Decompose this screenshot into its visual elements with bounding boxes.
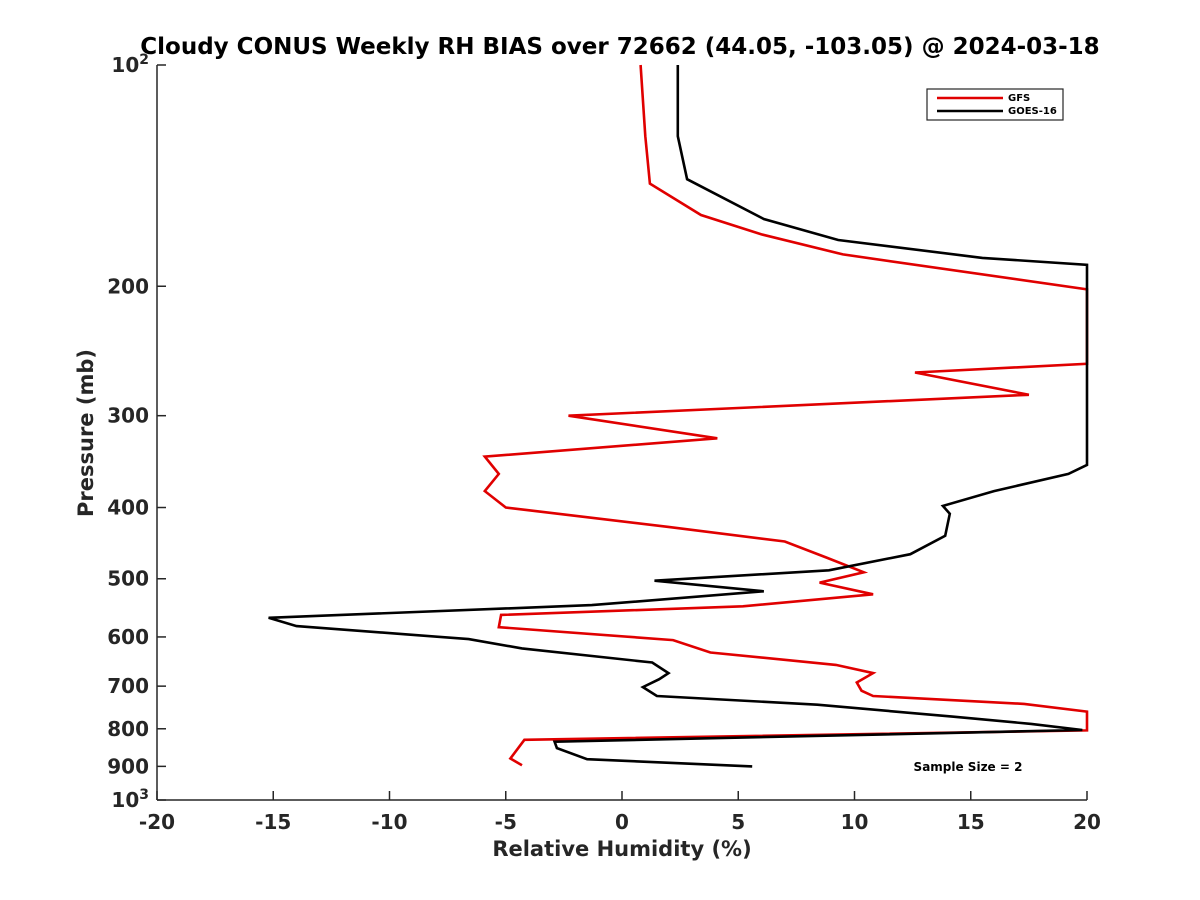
y-tick-label: 103 [111, 787, 149, 812]
x-tick-label: -15 [255, 810, 291, 834]
x-tick-label: 15 [957, 810, 985, 834]
series-line-goes-16 [268, 65, 1089, 768]
legend-box [926, 88, 1064, 121]
y-tick-label: 102 [111, 52, 149, 77]
y-tick-label: 400 [107, 496, 149, 520]
x-axis-label: Relative Humidity (%) [492, 837, 751, 861]
x-tick-label: 10 [841, 810, 869, 834]
legend: GFS GOES-16 [926, 88, 1064, 121]
x-tick-label: 5 [731, 810, 745, 834]
chart-title: Cloudy CONUS Weekly RH BIAS over 72662 (… [140, 34, 1099, 60]
x-tick-label: 20 [1073, 810, 1101, 834]
y-tick-label: 900 [107, 754, 149, 778]
y-axis-ticks: 102 200 300 400 500 600 700 800 900 103 [107, 52, 166, 812]
y-tick-label: 800 [107, 717, 149, 741]
x-tick-label: -20 [139, 810, 175, 834]
sample-size-annotation: Sample Size = 2 [914, 760, 1023, 774]
legend-label-gfs: GFS [1008, 93, 1030, 104]
y-tick-label: 500 [107, 567, 149, 591]
x-tick-label: -10 [371, 810, 407, 834]
plot-lines [268, 64, 1089, 768]
y-tick-label: 700 [107, 674, 149, 698]
y-tick-label: 200 [107, 274, 149, 298]
legend-label-goes16: GOES-16 [1008, 106, 1057, 117]
plot-area [157, 65, 1087, 800]
series-line-gfs [482, 64, 1089, 767]
x-tick-label: -5 [495, 810, 517, 834]
x-tick-label: 0 [615, 810, 629, 834]
y-tick-label: 300 [107, 404, 149, 428]
y-tick-label: 600 [107, 625, 149, 649]
y-axis-label: Pressure (mb) [74, 349, 98, 517]
x-axis-ticks: -20 -15 -10 -5 0 5 10 15 20 [139, 791, 1101, 834]
